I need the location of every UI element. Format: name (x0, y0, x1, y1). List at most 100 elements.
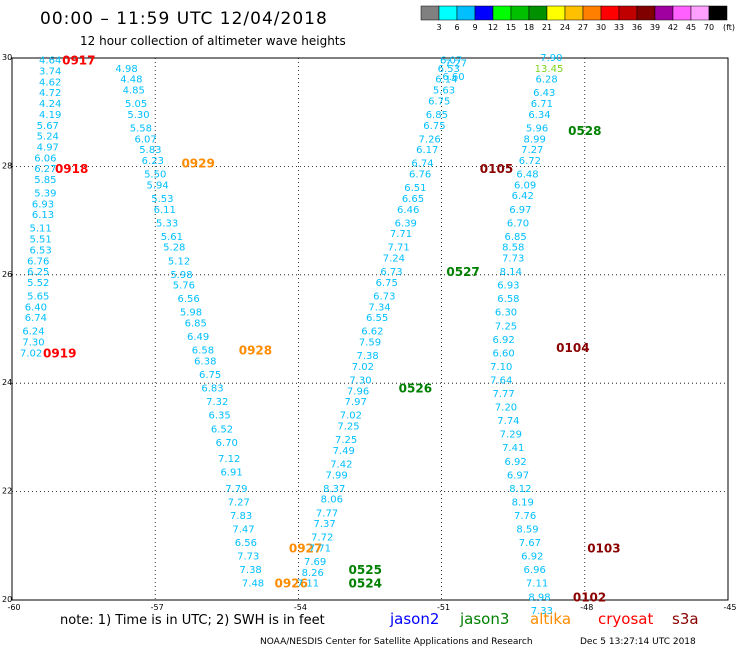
colorbar-swatch (528, 5, 548, 21)
swh-value: 8.37 (323, 484, 345, 495)
colorbar-swatch (420, 5, 440, 21)
colorbar-swatch (510, 5, 530, 21)
swh-value: 7.74 (497, 416, 519, 427)
swh-value: 7.72 (311, 533, 333, 544)
swh-value: 7.71 (390, 229, 412, 240)
swh-value: 6.83 (201, 384, 223, 395)
colorbar-swatch (492, 5, 512, 21)
swh-value: 5.63 (433, 86, 455, 97)
swh-value: 6.25 (27, 267, 49, 278)
y-tick-label: 20 (2, 595, 12, 604)
colorbar-label: 42 (668, 23, 678, 32)
swh-value: 5.28 (163, 243, 185, 254)
swh-value: 7.26 (419, 134, 441, 145)
satellite-legend: jason2 jason3 altika cryosat s3a (389, 610, 699, 628)
swh-value: 6.07 (135, 134, 157, 145)
swh-value: 5.53 (151, 194, 173, 205)
swh-value: 7.11 (297, 579, 319, 590)
swh-value: 5.98 (170, 270, 192, 281)
swh-value: 6.58 (192, 346, 214, 357)
swh-value: 6.07 (440, 56, 462, 67)
legend-s3a: s3a (672, 610, 699, 628)
swh-value: 6.28 (535, 75, 557, 86)
footer: note: 1) Time is in UTC; 2) SWH is in fe… (60, 610, 699, 647)
swh-value: 4.62 (39, 77, 61, 88)
swh-value: 7.83 (230, 511, 252, 522)
swh-value: 6.49 (187, 332, 209, 343)
swh-value: 6.71 (531, 99, 553, 110)
swh-value: 6.60 (493, 348, 515, 359)
swh-value: 6.52 (211, 424, 233, 435)
colorbar-swatch (708, 5, 728, 21)
swh-value: 5.12 (168, 256, 190, 267)
swh-value: 6.76 (409, 170, 431, 181)
x-tick-label: -57 (151, 603, 164, 612)
colorbar-swatch (618, 5, 638, 21)
swh-value: 6.56 (235, 538, 257, 549)
x-tick-label: -51 (437, 603, 450, 612)
swh-value: 7.30 (22, 338, 44, 349)
swh-value: 6.75 (423, 121, 445, 132)
swh-value: 5.94 (146, 180, 168, 191)
footer-note: note: 1) Time is in UTC; 2) SWH is in fe… (60, 613, 325, 628)
swh-value: 7.27 (228, 497, 250, 508)
swh-value: 7.25 (495, 321, 517, 332)
satellite-tracks: 4.643.744.624.724.244.195.675.244.976.06… (20, 53, 621, 617)
swh-value: 5.05 (125, 99, 147, 110)
swh-value: 7.90 (540, 53, 562, 64)
swh-value: 6.91 (220, 468, 242, 479)
colorbar: 3 6 9 12 15 18 21 24 27 30 33 36 39 42 45 70 (ft) (420, 5, 735, 32)
swh-value: 7.64 (490, 375, 512, 386)
swh-value: 6.58 (497, 294, 519, 305)
swh-value: 5.11 (30, 224, 52, 235)
swh-value: 7.11 (526, 579, 548, 590)
swh-value: 8.19 (512, 497, 534, 508)
swh-value: 6.40 (25, 302, 47, 313)
swh-value: 6.60 (442, 72, 464, 83)
swh-value: 7.97 (345, 397, 367, 408)
swh-value: 7.71 (388, 243, 410, 254)
time-label: 0927 (289, 542, 322, 556)
swh-value: 6.97 (507, 470, 529, 481)
swh-value: 6.55 (366, 313, 388, 324)
legend-altika: altika (530, 610, 571, 628)
swh-value: 7.27 (445, 58, 467, 69)
time-label: 0528 (568, 124, 601, 138)
swh-value: 6.65 (402, 194, 424, 205)
swh-value: 8.58 (502, 243, 524, 254)
swh-value: 7.77 (316, 508, 338, 519)
swh-value: 4.72 (39, 88, 61, 99)
swh-value: 7.30 (349, 375, 371, 386)
swh-value: 5.52 (27, 278, 49, 289)
time-label: 0103 (587, 542, 620, 556)
swh-value: 6.96 (524, 565, 546, 576)
swh-value: 5.96 (526, 123, 548, 134)
swh-value: 6.70 (216, 438, 238, 449)
swh-value: 6.24 (22, 327, 44, 338)
swh-value: 6.62 (361, 327, 383, 338)
swh-value: 7.79 (225, 484, 247, 495)
time-label: 0524 (349, 577, 382, 591)
time-label: 0527 (446, 265, 479, 279)
swh-value: 5.61 (161, 232, 183, 243)
swh-value: 8.14 (500, 267, 522, 278)
swh-value: 7.38 (356, 351, 378, 362)
axis-ticks: -60 -57 -54 -51 -48 -45 20 22 24 26 28 30 (2, 53, 737, 612)
swh-value: 6.92 (504, 457, 526, 468)
swh-value: 7.76 (514, 511, 536, 522)
colorbar-swatch (582, 5, 602, 21)
y-tick-label: 30 (2, 53, 12, 62)
swh-value: 6.76 (27, 256, 49, 267)
swh-value: 7.96 (347, 386, 369, 397)
swh-value: 6.85 (426, 110, 448, 121)
y-tick-label: 24 (2, 378, 12, 387)
colorbar-swatch (654, 5, 674, 21)
swh-value: 6.73 (380, 267, 402, 278)
swh-value: 5.51 (30, 235, 52, 246)
swh-value: 6.75 (428, 96, 450, 107)
swh-value: 7.02 (20, 348, 42, 359)
swh-value: 7.02 (352, 362, 374, 373)
swh-value: 7.34 (368, 302, 390, 313)
timestamp-text: Dec 5 13:27:14 UTC 2018 (580, 637, 696, 647)
